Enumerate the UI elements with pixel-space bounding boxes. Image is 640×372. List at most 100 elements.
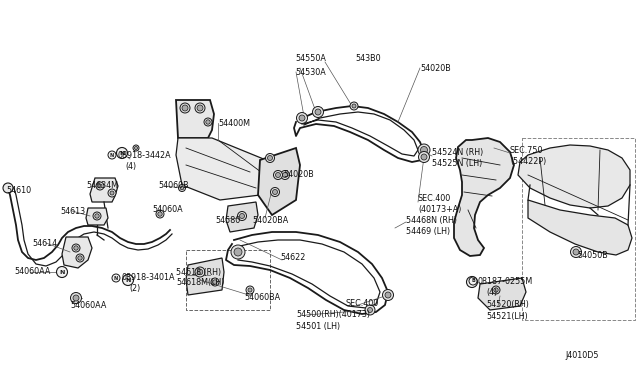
- Circle shape: [266, 154, 275, 163]
- Circle shape: [419, 151, 429, 163]
- Circle shape: [73, 295, 79, 301]
- Text: SEC.400: SEC.400: [418, 193, 451, 202]
- Text: 54060AA: 54060AA: [70, 301, 106, 310]
- Text: 54613: 54613: [60, 206, 85, 215]
- Circle shape: [296, 112, 307, 124]
- Text: 54020B: 54020B: [283, 170, 314, 179]
- Text: SEC.400: SEC.400: [345, 299, 378, 308]
- Text: 54525N (LH): 54525N (LH): [432, 158, 483, 167]
- Circle shape: [116, 148, 127, 158]
- Circle shape: [421, 154, 427, 160]
- Circle shape: [72, 244, 80, 252]
- Circle shape: [248, 288, 252, 292]
- Circle shape: [211, 278, 219, 286]
- Polygon shape: [86, 208, 108, 225]
- Circle shape: [195, 103, 205, 113]
- Circle shape: [197, 105, 203, 111]
- Text: N: N: [114, 276, 118, 280]
- Text: SEC.750: SEC.750: [510, 145, 543, 154]
- Text: 54060B: 54060B: [158, 180, 189, 189]
- Circle shape: [570, 247, 582, 257]
- Text: B: B: [471, 279, 475, 283]
- Polygon shape: [454, 138, 514, 256]
- Circle shape: [573, 249, 579, 255]
- Circle shape: [204, 118, 212, 126]
- Circle shape: [112, 274, 120, 282]
- Text: 54468N (RH): 54468N (RH): [406, 215, 457, 224]
- Circle shape: [158, 212, 162, 216]
- Polygon shape: [528, 200, 632, 255]
- Text: 54634M: 54634M: [86, 180, 118, 189]
- Circle shape: [110, 191, 114, 195]
- Circle shape: [206, 120, 210, 124]
- Circle shape: [385, 292, 391, 298]
- Polygon shape: [176, 138, 270, 200]
- Text: N: N: [125, 278, 131, 282]
- Text: 54614: 54614: [32, 238, 57, 247]
- Circle shape: [179, 185, 186, 192]
- Polygon shape: [90, 178, 118, 202]
- Text: 54550A: 54550A: [295, 54, 326, 62]
- Circle shape: [280, 170, 289, 180]
- Polygon shape: [518, 145, 630, 208]
- Circle shape: [234, 248, 242, 256]
- Text: J4010D5: J4010D5: [565, 350, 598, 359]
- Text: 08918-3401A: 08918-3401A: [121, 273, 175, 282]
- Circle shape: [492, 286, 500, 294]
- Circle shape: [367, 308, 372, 312]
- Circle shape: [273, 170, 282, 180]
- Circle shape: [195, 267, 205, 277]
- Circle shape: [383, 289, 394, 301]
- Circle shape: [76, 254, 84, 262]
- Text: N: N: [119, 151, 125, 155]
- Circle shape: [93, 212, 101, 220]
- Text: (54422P): (54422P): [510, 157, 547, 166]
- Circle shape: [352, 104, 356, 108]
- Text: 54521(LH): 54521(LH): [486, 311, 528, 321]
- Text: 54610: 54610: [6, 186, 31, 195]
- Polygon shape: [62, 237, 92, 268]
- Circle shape: [78, 256, 82, 260]
- Text: 54524N (RH): 54524N (RH): [432, 148, 483, 157]
- Text: 54469 (LH): 54469 (LH): [406, 227, 450, 235]
- Polygon shape: [226, 202, 258, 232]
- Circle shape: [237, 212, 246, 221]
- Text: 54501 (LH): 54501 (LH): [296, 321, 340, 330]
- Text: 54520(RH): 54520(RH): [486, 301, 529, 310]
- Text: 54400M: 54400M: [218, 119, 250, 128]
- Circle shape: [95, 214, 99, 218]
- Circle shape: [350, 102, 358, 110]
- Circle shape: [180, 186, 184, 190]
- Text: 08187-0255M: 08187-0255M: [478, 276, 533, 285]
- Text: 54060AA: 54060AA: [14, 267, 51, 276]
- Text: (2): (2): [129, 285, 140, 294]
- Circle shape: [108, 189, 116, 197]
- Circle shape: [133, 145, 139, 151]
- Text: 54580: 54580: [215, 215, 240, 224]
- Circle shape: [231, 245, 245, 259]
- Circle shape: [315, 109, 321, 115]
- Polygon shape: [258, 148, 300, 215]
- Circle shape: [156, 210, 164, 218]
- Circle shape: [108, 151, 116, 159]
- Circle shape: [98, 184, 102, 188]
- Circle shape: [365, 305, 375, 315]
- Text: 54050B: 54050B: [577, 250, 608, 260]
- Circle shape: [271, 187, 280, 196]
- Text: 543B0: 543B0: [355, 54, 381, 62]
- Circle shape: [212, 280, 217, 284]
- Text: 54618 (RH): 54618 (RH): [176, 267, 221, 276]
- Text: 54500(RH)(40173): 54500(RH)(40173): [296, 311, 370, 320]
- Text: (40173+A): (40173+A): [418, 205, 461, 214]
- Circle shape: [3, 183, 13, 193]
- Polygon shape: [176, 100, 214, 138]
- Circle shape: [56, 266, 67, 278]
- Circle shape: [122, 275, 134, 285]
- Circle shape: [96, 182, 104, 190]
- Polygon shape: [186, 258, 224, 295]
- Circle shape: [273, 189, 278, 195]
- Polygon shape: [478, 278, 526, 310]
- Text: 54060BA: 54060BA: [244, 294, 280, 302]
- Circle shape: [299, 115, 305, 121]
- Text: N: N: [110, 153, 114, 157]
